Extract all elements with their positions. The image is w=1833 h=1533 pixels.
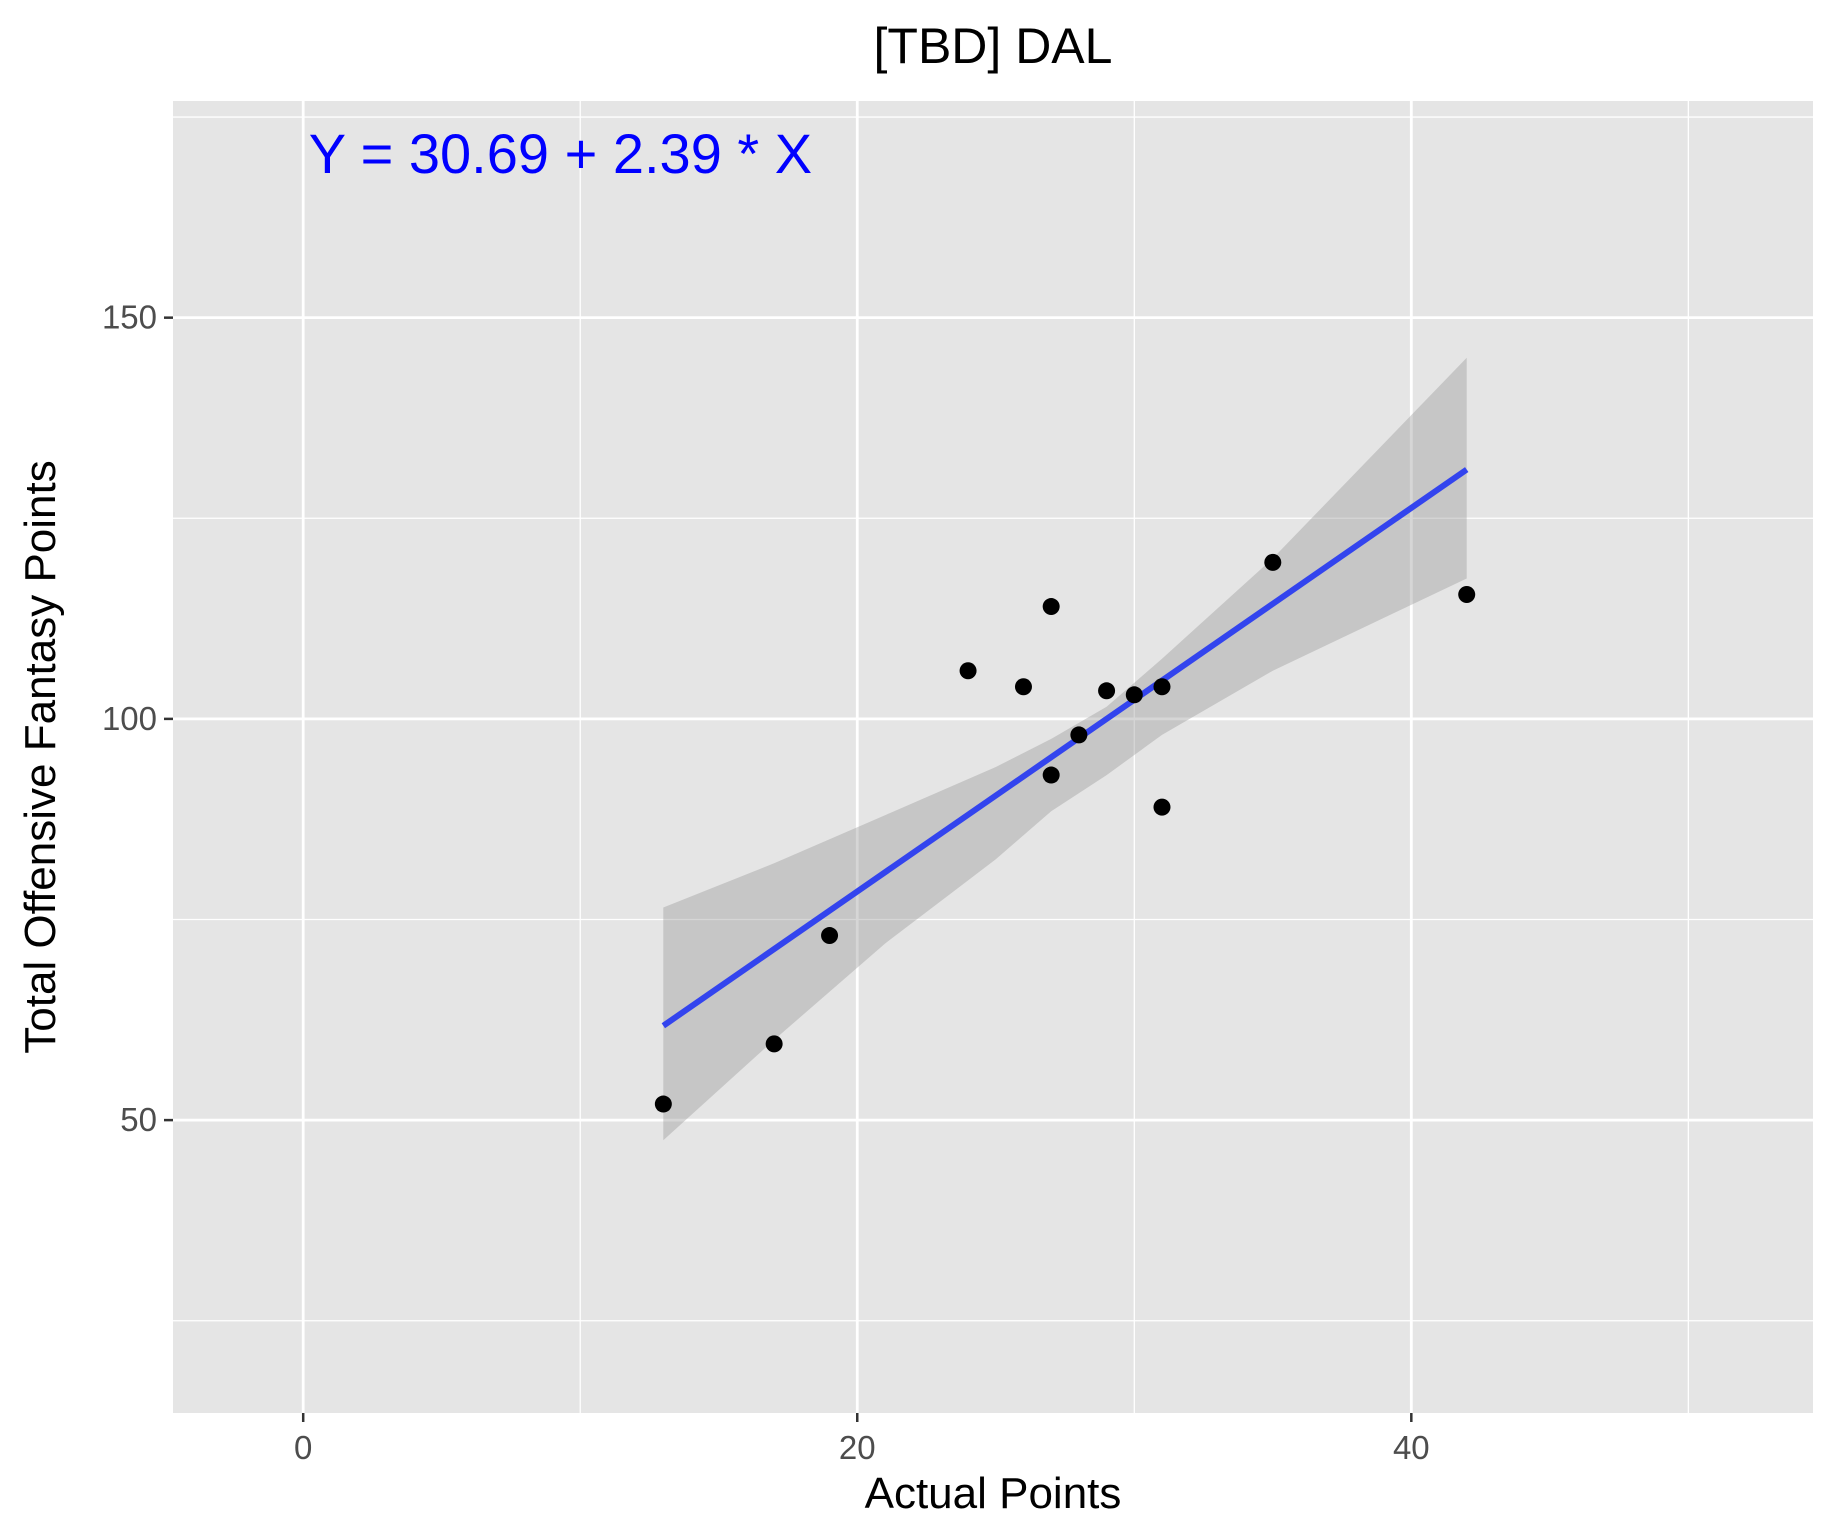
x-tick-label: 40 [1393,1429,1430,1466]
data-point [1153,798,1171,816]
data-point [1098,682,1116,700]
major-gridlines [173,101,1813,1413]
regression-equation-label: Y = 30.69 + 2.39 * X [309,122,812,185]
data-point [654,1095,672,1113]
chart-title: [TBD] DAL [874,18,1113,74]
data-point [821,927,839,945]
data-point [1014,678,1032,696]
minor-gridlines [173,101,1813,1413]
y-tick-label: 100 [102,700,157,737]
y-tick-label: 50 [120,1101,157,1138]
data-point [1458,586,1476,604]
data-point [1153,678,1171,696]
data-point [1125,686,1143,704]
data-point [1042,766,1060,784]
y-tick-label: 150 [102,299,157,336]
data-point [1264,553,1282,571]
x-tick-label: 0 [294,1429,312,1466]
data-points [654,553,1476,1113]
data-point [1042,598,1060,616]
data-point [1070,726,1088,744]
plot-panel [173,101,1813,1413]
axes: 0 20 40 50 100 150 [102,299,1430,1466]
data-point [765,1035,783,1053]
regression-line-layer [661,467,1469,1029]
data-point [959,662,977,680]
y-axis-title: Total Offensive Fantasy Points [16,460,65,1053]
x-axis-title: Actual Points [865,1469,1122,1518]
regression-line [661,467,1469,1029]
x-tick-label: 20 [839,1429,876,1466]
